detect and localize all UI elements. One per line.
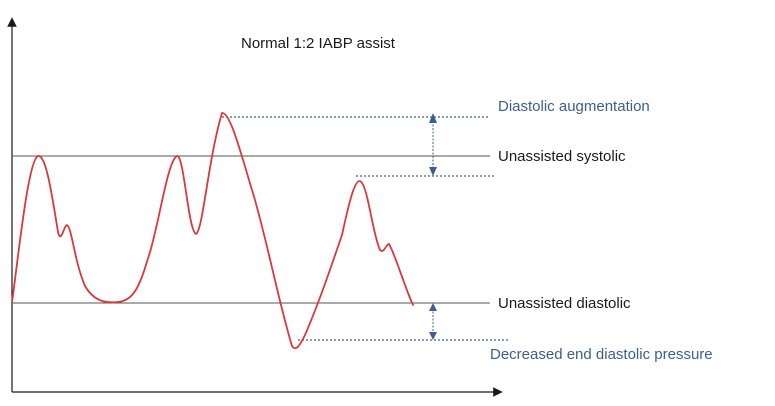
- decreased-end-diastolic-label: Decreased end diastolic pressure: [490, 346, 713, 363]
- unassisted-diastolic-label: Unassisted diastolic: [498, 295, 631, 312]
- unassisted-systolic-label: Unassisted systolic: [498, 148, 626, 165]
- diastolic-augmentation-label: Diastolic augmentation: [498, 98, 650, 115]
- double-arrow-icon: [429, 303, 437, 340]
- diagram-title: Normal 1:2 IABP assist: [241, 35, 396, 52]
- double-arrow-icon: [429, 113, 437, 176]
- arterial-pressure-waveform: [11, 112, 414, 350]
